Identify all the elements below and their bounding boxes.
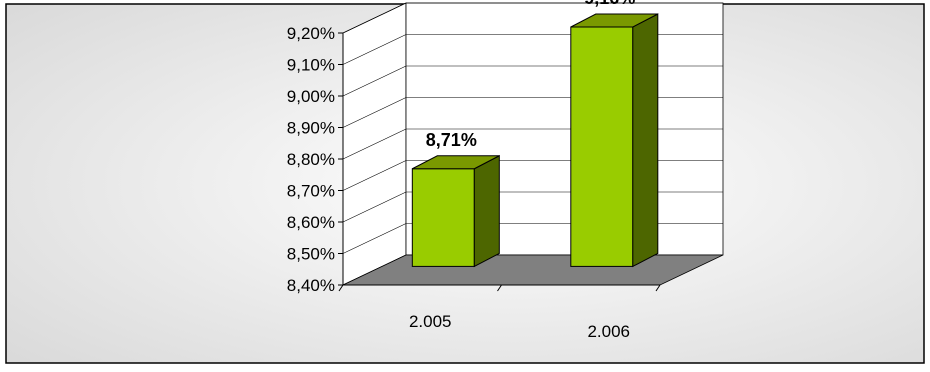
y-tick-label: 9,10% <box>287 56 335 75</box>
data-label: 8,71% <box>426 130 477 150</box>
gridline-side <box>342 34 407 65</box>
gridline-side <box>342 2 407 34</box>
bar-top <box>412 155 500 170</box>
y-tick-label: 9,20% <box>287 24 335 43</box>
x-tick-mark <box>338 284 344 292</box>
gridline-side <box>342 191 407 223</box>
bar-side <box>632 13 659 268</box>
y-tick-label: 8,80% <box>287 150 335 169</box>
bar-front <box>570 26 634 267</box>
gridline-side <box>342 128 407 160</box>
y-tick-label: 8,90% <box>287 119 335 138</box>
x-tick-mark <box>655 284 661 292</box>
y-tick-label: 8,60% <box>287 213 335 232</box>
bar-top <box>570 13 659 28</box>
y-tick-label: 8,40% <box>287 276 335 295</box>
bar-front <box>411 168 475 267</box>
chart-floor <box>342 254 724 286</box>
x-category-label: 2.006 <box>587 322 630 341</box>
bar-side <box>473 154 500 268</box>
gridline-side <box>342 160 407 191</box>
y-tick-label: 8,70% <box>287 182 335 201</box>
gridline-side <box>342 223 407 254</box>
x-tick-mark <box>497 284 502 292</box>
gridline-side <box>342 65 407 97</box>
x-category-label: 2.005 <box>409 312 452 331</box>
y-tick-label: 8,50% <box>287 245 335 264</box>
gridline-side <box>342 97 407 128</box>
y-tick-label: 9,00% <box>287 87 335 106</box>
data-label: 9,16% <box>584 0 635 8</box>
